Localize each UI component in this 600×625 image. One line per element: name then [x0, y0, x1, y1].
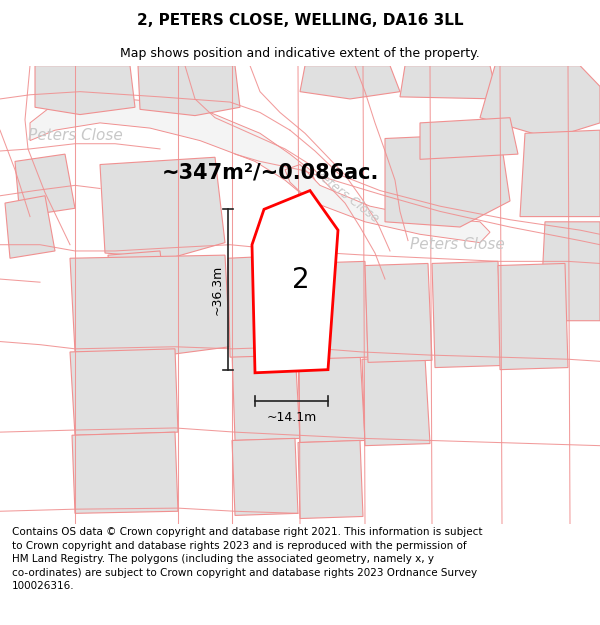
Polygon shape — [365, 264, 432, 362]
Text: Peters Close: Peters Close — [312, 167, 381, 225]
Text: Peters Close: Peters Close — [410, 238, 505, 252]
Polygon shape — [35, 66, 135, 114]
Polygon shape — [285, 164, 490, 242]
Polygon shape — [362, 357, 430, 446]
Polygon shape — [138, 66, 240, 116]
Text: Peters Close: Peters Close — [28, 128, 123, 143]
Text: 2, PETERS CLOSE, WELLING, DA16 3LL: 2, PETERS CLOSE, WELLING, DA16 3LL — [137, 13, 463, 28]
Polygon shape — [15, 154, 75, 217]
Text: ~36.3m: ~36.3m — [211, 264, 224, 314]
Polygon shape — [108, 251, 170, 336]
Polygon shape — [5, 196, 55, 258]
Polygon shape — [298, 352, 365, 442]
Polygon shape — [420, 118, 518, 159]
Polygon shape — [432, 261, 502, 368]
Polygon shape — [300, 66, 400, 99]
Polygon shape — [385, 133, 510, 227]
Polygon shape — [30, 97, 320, 201]
Polygon shape — [232, 349, 300, 441]
Polygon shape — [252, 191, 338, 372]
Polygon shape — [540, 222, 600, 321]
Polygon shape — [498, 264, 568, 369]
Text: 2: 2 — [292, 266, 310, 294]
Polygon shape — [480, 66, 600, 139]
Polygon shape — [298, 441, 363, 519]
Text: ~14.1m: ~14.1m — [266, 411, 317, 424]
Text: Contains OS data © Crown copyright and database right 2021. This information is : Contains OS data © Crown copyright and d… — [12, 527, 482, 591]
Polygon shape — [298, 261, 368, 359]
Polygon shape — [520, 130, 600, 217]
Text: ~347m²/~0.086ac.: ~347m²/~0.086ac. — [161, 162, 379, 182]
Polygon shape — [70, 255, 230, 357]
Polygon shape — [228, 255, 300, 357]
Text: Map shows position and indicative extent of the property.: Map shows position and indicative extent… — [120, 48, 480, 60]
Polygon shape — [72, 432, 178, 513]
Polygon shape — [70, 349, 178, 435]
Polygon shape — [400, 66, 498, 99]
Polygon shape — [232, 438, 298, 516]
Polygon shape — [100, 158, 225, 258]
